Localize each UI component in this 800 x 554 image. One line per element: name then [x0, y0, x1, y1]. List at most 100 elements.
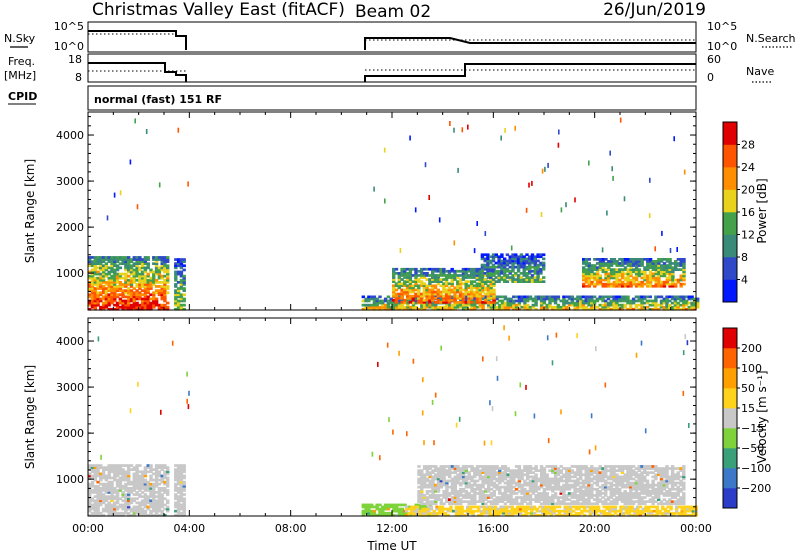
- echo-cell: [646, 282, 650, 286]
- echo-cell: [129, 303, 134, 307]
- echo-cell: [129, 464, 134, 467]
- echo-cell: [419, 276, 424, 279]
- echo-cell: [450, 298, 454, 302]
- echo-cell: [453, 492, 457, 495]
- echo-cell: [537, 477, 541, 481]
- echo-cell: [560, 207, 563, 213]
- echo-cell: [417, 469, 421, 472]
- echo-cell: [644, 513, 648, 517]
- echo-cell: [93, 272, 97, 276]
- echo-cell: [632, 282, 636, 286]
- echo-cell: [671, 280, 675, 284]
- echo-cell: [668, 307, 672, 311]
- echo-cell: [478, 500, 482, 503]
- echo-cell: [464, 477, 469, 481]
- echo-cell: [482, 507, 487, 511]
- echo-cell: [431, 290, 435, 294]
- echo-cell: [491, 274, 496, 277]
- echo-cell: [528, 469, 533, 472]
- echo-cell: [138, 268, 142, 272]
- echo-cell: [135, 482, 139, 486]
- echo-cell: [443, 513, 448, 517]
- echo-cell: [620, 307, 625, 311]
- echo-cell: [458, 280, 463, 283]
- echo-cell: [570, 496, 574, 499]
- echo-cell: [581, 485, 586, 489]
- echo-cell: [626, 498, 630, 501]
- echo-cell: [378, 301, 382, 305]
- echo-cell: [512, 479, 516, 483]
- echo-cell: [428, 490, 432, 493]
- echo-cell: [152, 295, 156, 299]
- echo-cell: [154, 297, 159, 301]
- echo-cell: [444, 278, 449, 281]
- echo-cell: [647, 507, 651, 511]
- echo-cell: [176, 499, 181, 503]
- y-tick-label: 3000: [56, 175, 84, 188]
- echo-cell: [613, 511, 618, 515]
- echo-cell: [598, 303, 602, 307]
- echo-cell: [138, 258, 142, 261]
- echo-cell: [506, 487, 510, 491]
- echo-cell: [435, 513, 439, 517]
- echo-cell: [163, 297, 167, 301]
- echo-cell: [166, 287, 170, 290]
- echo-cell: [592, 502, 597, 506]
- echo-cell: [99, 287, 103, 290]
- echo-cell: [115, 301, 120, 305]
- echo-cell: [418, 509, 422, 513]
- echo-cell: [152, 281, 156, 284]
- echo-cell: [453, 272, 457, 275]
- echo-cell: [634, 490, 639, 493]
- echo-cell: [96, 287, 100, 290]
- echo-cell: [489, 255, 493, 259]
- echo-cell: [461, 475, 466, 479]
- echo-cell: [118, 464, 123, 467]
- echo-cell: [604, 272, 608, 276]
- echo-cell: [541, 507, 545, 511]
- echo-cell: [400, 301, 404, 304]
- echo-cell: [612, 258, 617, 261]
- echo-cell: [452, 509, 456, 513]
- echo-cell: [676, 268, 681, 271]
- echo-cell: [408, 294, 413, 298]
- nsky-tick-bottom: 10^0: [54, 40, 84, 53]
- echo-cell: [421, 511, 425, 515]
- echo-cell: [160, 464, 164, 467]
- echo-cell: [528, 500, 533, 503]
- echo-cell: [163, 258, 167, 261]
- echo-cell: [646, 262, 650, 265]
- echo-cell: [542, 494, 547, 497]
- echo-cell: [392, 269, 396, 273]
- echo-cell: [143, 513, 148, 517]
- echo-cell: [138, 513, 142, 517]
- echo-cell: [494, 272, 498, 275]
- echo-cell: [381, 509, 385, 513]
- echo-cell: [450, 290, 454, 294]
- echo-cell: [457, 167, 459, 173]
- echo-cell: [514, 255, 518, 259]
- echo-cell: [549, 511, 553, 515]
- echo-cell: [483, 280, 487, 283]
- echo-cell: [673, 299, 678, 303]
- echo-cell: [580, 505, 584, 509]
- echo-cell: [676, 247, 678, 252]
- echo-cell: [468, 511, 473, 515]
- echo-cell: [696, 301, 700, 305]
- echo-cell: [453, 502, 457, 506]
- echo-cell: [471, 509, 475, 513]
- echo-cell: [179, 293, 184, 297]
- echo-cell: [573, 305, 577, 309]
- echo-cell: [604, 467, 608, 470]
- echo-cell: [447, 269, 452, 273]
- echo-cell: [631, 471, 636, 474]
- echo-cell: [514, 473, 519, 477]
- echo-cell: [138, 476, 142, 480]
- echo-cell: [509, 487, 513, 491]
- echo-cell: [121, 303, 125, 307]
- echo-cell: [453, 475, 457, 479]
- echo-cell: [475, 473, 480, 477]
- echo-cell: [422, 494, 427, 497]
- echo-cell: [174, 497, 178, 501]
- echo-cell: [110, 283, 114, 286]
